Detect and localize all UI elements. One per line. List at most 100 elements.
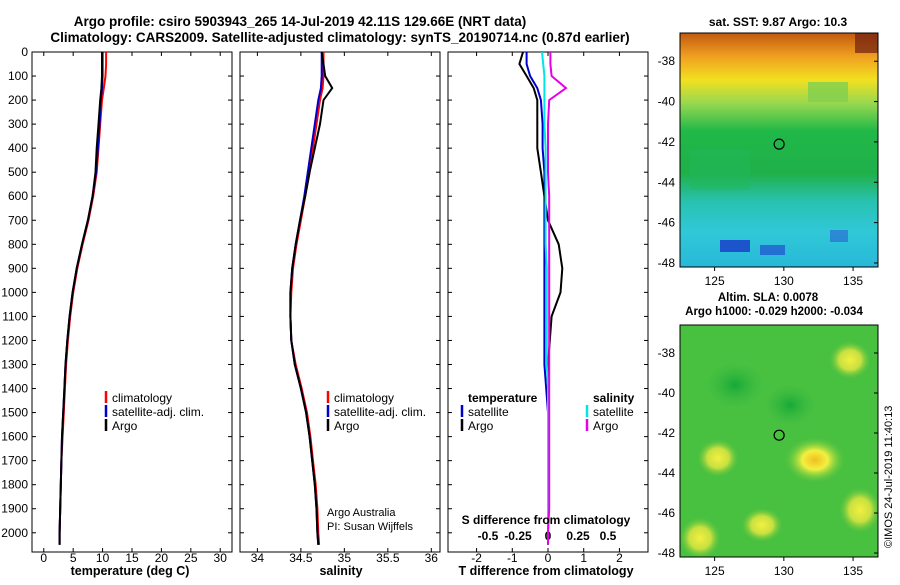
depth-tick-label: 1200 bbox=[1, 333, 28, 347]
depth-tick-label: 1300 bbox=[1, 358, 28, 372]
map-y-tick-label: -48 bbox=[658, 256, 676, 270]
depth-tick-label: 500 bbox=[8, 165, 28, 179]
series-line-s-argo bbox=[547, 52, 568, 545]
sst-map-frame bbox=[679, 32, 879, 268]
depth-tick-label: 1500 bbox=[1, 406, 28, 420]
legend-label-climatology: climatology bbox=[334, 391, 394, 405]
series-line-climatology bbox=[289, 52, 325, 545]
temperature-xlabel: temperature (deg C) bbox=[71, 564, 190, 578]
sla-anomaly bbox=[765, 385, 815, 425]
sla-anomaly bbox=[696, 438, 740, 478]
legend-label-t-argo: Argo bbox=[468, 419, 494, 433]
x-tick-label: 35.5 bbox=[376, 551, 400, 565]
x-tick-label: 20 bbox=[155, 551, 169, 565]
depth-tick-label: 300 bbox=[8, 117, 28, 131]
x-tick-label: 36 bbox=[425, 551, 439, 565]
depth-tick-label: 100 bbox=[8, 69, 28, 83]
series-line-s-satellite bbox=[541, 52, 549, 545]
map-x-tick-label: 135 bbox=[843, 564, 863, 578]
sst-map-title: sat. SST: 9.87 Argo: 10.3 bbox=[709, 15, 848, 29]
map-y-tick-label: -38 bbox=[658, 54, 676, 68]
series-line-t-argo bbox=[518, 52, 564, 545]
map-x-tick-label: 130 bbox=[774, 274, 794, 288]
map-y-tick-label: -42 bbox=[658, 135, 676, 149]
sla-anomaly bbox=[783, 436, 847, 484]
argo-position-marker bbox=[773, 138, 785, 150]
depth-tick-label: 0 bbox=[21, 45, 28, 59]
legend-label-argo: Argo bbox=[112, 419, 138, 433]
map-y-tick-label: -38 bbox=[658, 346, 676, 360]
header-title: Argo profile: csiro 5903943_265 14-Jul-2… bbox=[74, 14, 526, 29]
map-y-tick-label: -44 bbox=[658, 175, 676, 189]
temperature-plot-frame bbox=[31, 51, 233, 553]
temperature-legend: climatology satellite-adj. clim. Argo bbox=[104, 391, 204, 433]
sla-map-frame bbox=[679, 324, 879, 558]
legend-title-salinity: salinity bbox=[593, 391, 635, 405]
imos-watermark: ©IMOS 24-Jul-2019 11:40:13 bbox=[883, 406, 895, 548]
legend-label-climatology: climatology bbox=[112, 391, 172, 405]
salinity-xlabel: salinity bbox=[319, 564, 362, 578]
depth-tick-label: 1100 bbox=[2, 309, 28, 323]
x-tick-label: 35 bbox=[338, 551, 352, 565]
map-axes: 125 130 135 -38 -40 -42 -44 -46 -48 125 130 135 -38 -… bbox=[658, 54, 878, 578]
depth-tick-label: 800 bbox=[8, 237, 28, 251]
depth-tick-label: 200 bbox=[8, 93, 28, 107]
depth-tick-label: 1000 bbox=[1, 285, 28, 299]
salinity-plot-frame bbox=[239, 51, 441, 553]
sst-patch bbox=[855, 33, 878, 53]
sla-map-subtitle: Argo h1000: -0.029 h2000: -0.034 bbox=[685, 306, 863, 318]
difference-legend: temperature satellite Argo salinity sate… bbox=[460, 391, 635, 433]
profile-lines bbox=[58, 52, 568, 545]
s-diff-tick-label: 0.25 bbox=[566, 529, 590, 543]
series-line-argo bbox=[289, 52, 334, 545]
axis-ticks: 0 5 10 15 20 25 30 34 34.5 35 35.5 36 -2 -1 0 1 2 -0.5 -0.… bbox=[1, 45, 648, 565]
legend-label-t-satellite: satellite bbox=[468, 405, 509, 419]
x-tick-label: 5 bbox=[70, 551, 77, 565]
depth-tick-label: 1800 bbox=[1, 478, 28, 492]
sst-patch bbox=[690, 150, 750, 190]
series-line-argo bbox=[58, 52, 103, 545]
legend-label-satellite: satellite-adj. clim. bbox=[334, 405, 426, 419]
difference-xlabel: T difference from climatology bbox=[458, 564, 633, 578]
sla-map bbox=[680, 325, 878, 557]
map-y-tick-label: -40 bbox=[658, 386, 676, 400]
header-subtitle: Climatology: CARS2009. Satellite-adjuste… bbox=[50, 30, 629, 45]
sla-anomaly bbox=[680, 516, 722, 557]
legend-label-s-satellite: satellite bbox=[593, 405, 634, 419]
depth-tick-label: 1600 bbox=[1, 430, 28, 444]
x-tick-label: 0 bbox=[545, 551, 552, 565]
map-x-tick-label: 135 bbox=[843, 274, 863, 288]
sla-anomaly bbox=[838, 486, 878, 534]
map-y-tick-label: -46 bbox=[658, 506, 676, 520]
x-tick-label: -2 bbox=[471, 551, 482, 565]
series-line-satellite-adj-clim- bbox=[58, 52, 104, 545]
legend-label-argo: Argo bbox=[334, 419, 360, 433]
map-x-tick-label: 125 bbox=[705, 274, 725, 288]
x-tick-label: 25 bbox=[184, 551, 198, 565]
sst-patch bbox=[760, 245, 785, 255]
s-diff-tick-label: 0.5 bbox=[600, 529, 617, 543]
salinity-legend: climatology satellite-adj. clim. Argo bbox=[326, 391, 426, 433]
s-diff-tick-label: -0.25 bbox=[504, 529, 532, 543]
depth-tick-label: 900 bbox=[8, 261, 28, 275]
map-y-tick-label: -48 bbox=[658, 546, 676, 560]
map-y-tick-label: -40 bbox=[658, 95, 676, 109]
x-tick-label: 2 bbox=[616, 551, 623, 565]
argo-position-marker bbox=[773, 429, 785, 441]
x-tick-label: 1 bbox=[580, 551, 587, 565]
legend-label-satellite: satellite-adj. clim. bbox=[112, 405, 204, 419]
credit-line-2: PI: Susan Wijffels bbox=[327, 521, 413, 533]
legend-title-temperature: temperature bbox=[468, 391, 538, 405]
salinity-difference-xlabel: S difference from climatology bbox=[462, 513, 631, 527]
s-diff-tick-label: -0.5 bbox=[478, 529, 499, 543]
map-x-tick-label: 130 bbox=[774, 564, 794, 578]
sst-patch bbox=[808, 82, 848, 102]
x-tick-label: 10 bbox=[96, 551, 110, 565]
sst-map bbox=[679, 32, 879, 268]
sla-anomaly bbox=[707, 363, 763, 407]
depth-tick-label: 2000 bbox=[1, 526, 28, 540]
depth-tick-label: 600 bbox=[8, 189, 28, 203]
legend-label-s-argo: Argo bbox=[593, 419, 619, 433]
depth-tick-label: 1400 bbox=[1, 382, 28, 396]
